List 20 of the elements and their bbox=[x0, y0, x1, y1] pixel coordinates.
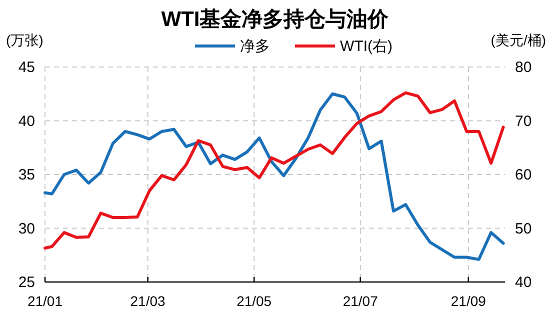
y-axis-title: (万张) bbox=[6, 32, 44, 48]
y-tick-label: 35 bbox=[18, 166, 35, 184]
x-tick-label: 21/09 bbox=[450, 293, 486, 309]
x-tick-label: 21/05 bbox=[236, 293, 272, 309]
x-tick-label: 21/07 bbox=[342, 293, 378, 309]
y-tick-label: 45 bbox=[18, 59, 35, 76]
y2-tick-label: 60 bbox=[515, 166, 532, 184]
y-tick-label: 30 bbox=[18, 220, 35, 238]
y2-tick-label: 40 bbox=[515, 274, 532, 291]
legend-label: WTI(右) bbox=[340, 38, 392, 55]
chart-title: WTI基金净多持仓与油价 bbox=[161, 8, 390, 31]
x-tick-label: 21/03 bbox=[130, 293, 166, 309]
y2-tick-label: 50 bbox=[515, 220, 532, 238]
y-tick-label: 40 bbox=[18, 112, 35, 130]
y-tick-label: 25 bbox=[18, 274, 35, 291]
y2-tick-label: 70 bbox=[515, 112, 532, 130]
legend-label: 净多 bbox=[240, 38, 270, 55]
x-tick-label: 21/01 bbox=[27, 293, 63, 309]
y2-axis-title: (美元/桶) bbox=[490, 32, 546, 48]
y2-tick-label: 80 bbox=[515, 59, 532, 76]
